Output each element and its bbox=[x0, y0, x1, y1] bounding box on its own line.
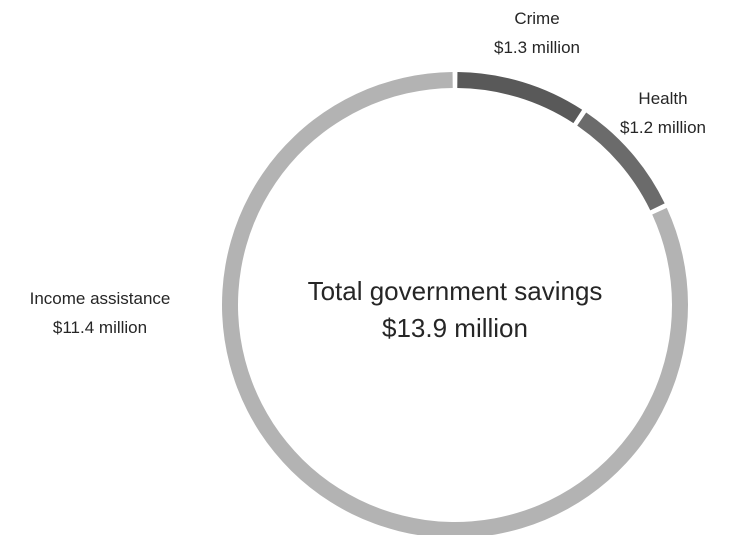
slice-category-income-assistance: Income assistance bbox=[30, 289, 171, 308]
slice-category-crime: Crime bbox=[514, 9, 559, 28]
donut-slices bbox=[222, 72, 688, 535]
slice-label-crime: Crime $1.3 million bbox=[494, 9, 580, 57]
slice-label-health: Health $1.2 million bbox=[620, 89, 706, 137]
slice-value-health: $1.2 million bbox=[620, 118, 706, 137]
slice-health bbox=[577, 112, 665, 211]
slice-value-income-assistance: $11.4 million bbox=[53, 318, 147, 337]
slice-value-crime: $1.3 million bbox=[494, 38, 580, 57]
center-title: Total government savings bbox=[308, 276, 603, 306]
center-label: Total government savings $13.9 million bbox=[308, 276, 603, 343]
center-total: $13.9 million bbox=[382, 313, 528, 343]
slice-crime bbox=[457, 72, 583, 124]
slice-label-income-assistance: Income assistance $11.4 million bbox=[30, 289, 171, 337]
slice-category-health: Health bbox=[638, 89, 687, 108]
